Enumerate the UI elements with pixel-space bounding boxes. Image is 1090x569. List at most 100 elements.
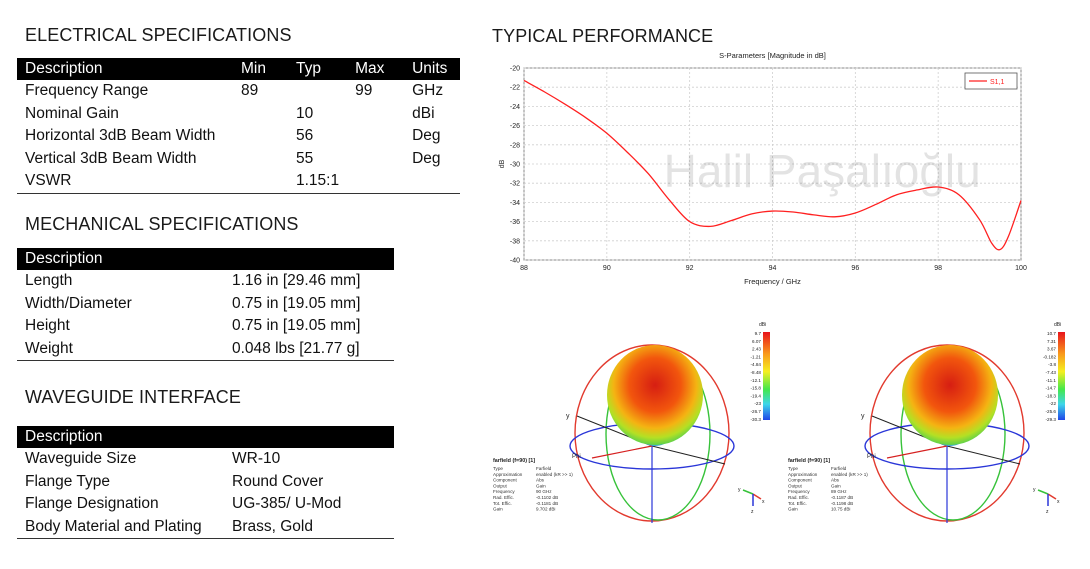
x-axis-line (651, 445, 726, 465)
cell: Deg (412, 127, 441, 145)
info-key: Component (493, 478, 517, 483)
x-axis-line (946, 445, 1021, 465)
cell: WR-10 (232, 450, 281, 467)
scale-tick-label: -19.4 (751, 393, 762, 398)
table-row: Body Material and Plating Brass, Gold (17, 515, 394, 540)
main-lobe (607, 345, 703, 445)
x-tick-label: 94 (769, 265, 777, 272)
cell: Horizontal 3dB Beam Width (25, 127, 216, 145)
y-axis-label: dB (499, 159, 506, 168)
scale-unit: dBi (1054, 322, 1061, 328)
info-value: -0.1198 dB (831, 501, 853, 506)
table-row: Vertical 3dB Beam Width 55 Deg (17, 148, 460, 171)
cell: dBi (412, 104, 435, 122)
info-value: -0.1187 dB (831, 495, 853, 500)
y-axis-label: y (566, 413, 570, 420)
color-scale-bar (1058, 332, 1065, 420)
info-key: Component (788, 478, 812, 483)
y-tick-label: -32 (510, 181, 520, 188)
table-header-row: Description (17, 248, 394, 270)
scale-tick-label: -23 (754, 401, 761, 406)
triad-x-label: x (1057, 499, 1060, 505)
info-key: Type (788, 466, 798, 471)
info-key: Approximation (493, 472, 523, 477)
table-row: Flange Type Round Cover (17, 471, 394, 494)
table-row: Waveguide Size WR-10 (17, 448, 394, 471)
info-value: 89 GHz (831, 489, 847, 494)
column-header: Description (17, 58, 233, 80)
cell: GHz (412, 82, 444, 99)
cell: Length (25, 272, 73, 289)
info-value: 90 GHz (536, 489, 552, 494)
cell: Deg (412, 149, 441, 167)
cell: 0.048 lbs [21.77 g] (224, 337, 394, 362)
column-header: Description (17, 426, 394, 448)
table-header-row: Description Min Typ Max Units (17, 58, 460, 80)
scale-tick-label: -4.84 (751, 362, 762, 367)
triad-z-label: z (751, 509, 754, 515)
cell: Width/Diameter (25, 294, 132, 312)
electrical-title: ELECTRICAL SPECIFICATIONS (25, 25, 292, 45)
info-value: Abs (536, 478, 545, 483)
scale-tick-label: -18.3 (1046, 393, 1057, 398)
x-tick-label: 92 (686, 265, 694, 272)
triad-y-label: y (1033, 487, 1036, 493)
table-row: Weight 0.048 lbs [21.77 g] (17, 337, 394, 362)
cell (288, 80, 347, 103)
phi-label: Phi (867, 454, 876, 460)
y-tick-label: -28 (510, 142, 520, 149)
info-value: Abs (831, 478, 840, 483)
column-header: Min (233, 58, 288, 80)
scale-tick-label: -26.7 (751, 409, 762, 414)
cell: Brass, Gold (224, 515, 394, 540)
y-tick-label: -20 (510, 66, 520, 73)
triad-y-axis (742, 489, 754, 495)
info-key: Frequency (493, 489, 515, 494)
info-key: Rad. Effic. (493, 495, 514, 500)
info-value: Farfield (831, 466, 847, 471)
info-value: enabled (kR >> 1) (831, 472, 868, 477)
column-header: Description (17, 248, 394, 270)
cell: UG-385/ U-Mod (232, 495, 342, 513)
cell (233, 170, 288, 194)
y-tick-label: -22 (510, 85, 520, 92)
cell (347, 148, 404, 171)
cell (233, 125, 288, 148)
scale-tick-label: -12.1 (751, 378, 762, 383)
scale-tick-label: -7.43 (1046, 370, 1057, 375)
cell (404, 170, 460, 194)
info-value: Gain (831, 483, 841, 488)
info-value: Gain (536, 483, 546, 488)
scale-tick-label: -22 (1049, 401, 1056, 406)
phi-arrow (886, 445, 948, 459)
info-key: Output (788, 483, 803, 488)
triad-x-label: x (762, 499, 765, 505)
cell: VSWR (17, 170, 233, 194)
watermark: Halil Paşalıoğlu (664, 145, 981, 197)
mechanical-spec-table: Description Length 1.16 in [29.46 mm] Wid… (17, 248, 394, 362)
mechanical-title: MECHANICAL SPECIFICATIONS (25, 214, 299, 234)
info-value: enabled (kR >> 1) (536, 472, 573, 477)
info-value: 10.75 dBi (831, 507, 850, 512)
table-header-row: Description (17, 426, 394, 448)
info-value: Farfield (536, 466, 552, 471)
color-scale-bar (763, 332, 770, 420)
y-tick-label: -40 (510, 258, 520, 265)
cell: Flange Designation (25, 495, 159, 513)
scale-tick-label: -0.182 (1043, 354, 1056, 359)
x-tick-label: 100 (1015, 265, 1027, 272)
y-tick-label: -30 (510, 162, 520, 169)
table-row: Horizontal 3dB Beam Width 56 Deg (17, 125, 460, 148)
phi-arrow (591, 445, 653, 459)
cell: Round Cover (232, 472, 324, 490)
y-tick-label: -38 (510, 238, 520, 245)
cell: 56 (296, 127, 314, 145)
cell: Height (25, 317, 70, 335)
scale-tick-label: 10.7 (1047, 331, 1056, 336)
s-parameter-chart: S-Parameters [Magnitude in dB] -20 -22 -24 -… (496, 47, 1034, 289)
cell (347, 103, 404, 126)
cell: 1.16 in [29.46 mm] (232, 272, 361, 289)
scale-tick-label: -3.8 (1048, 362, 1056, 367)
scale-tick-label: 2.43 (752, 347, 761, 352)
waveguide-spec-table: Description Waveguide Size WR-10 Flange T… (17, 426, 394, 540)
